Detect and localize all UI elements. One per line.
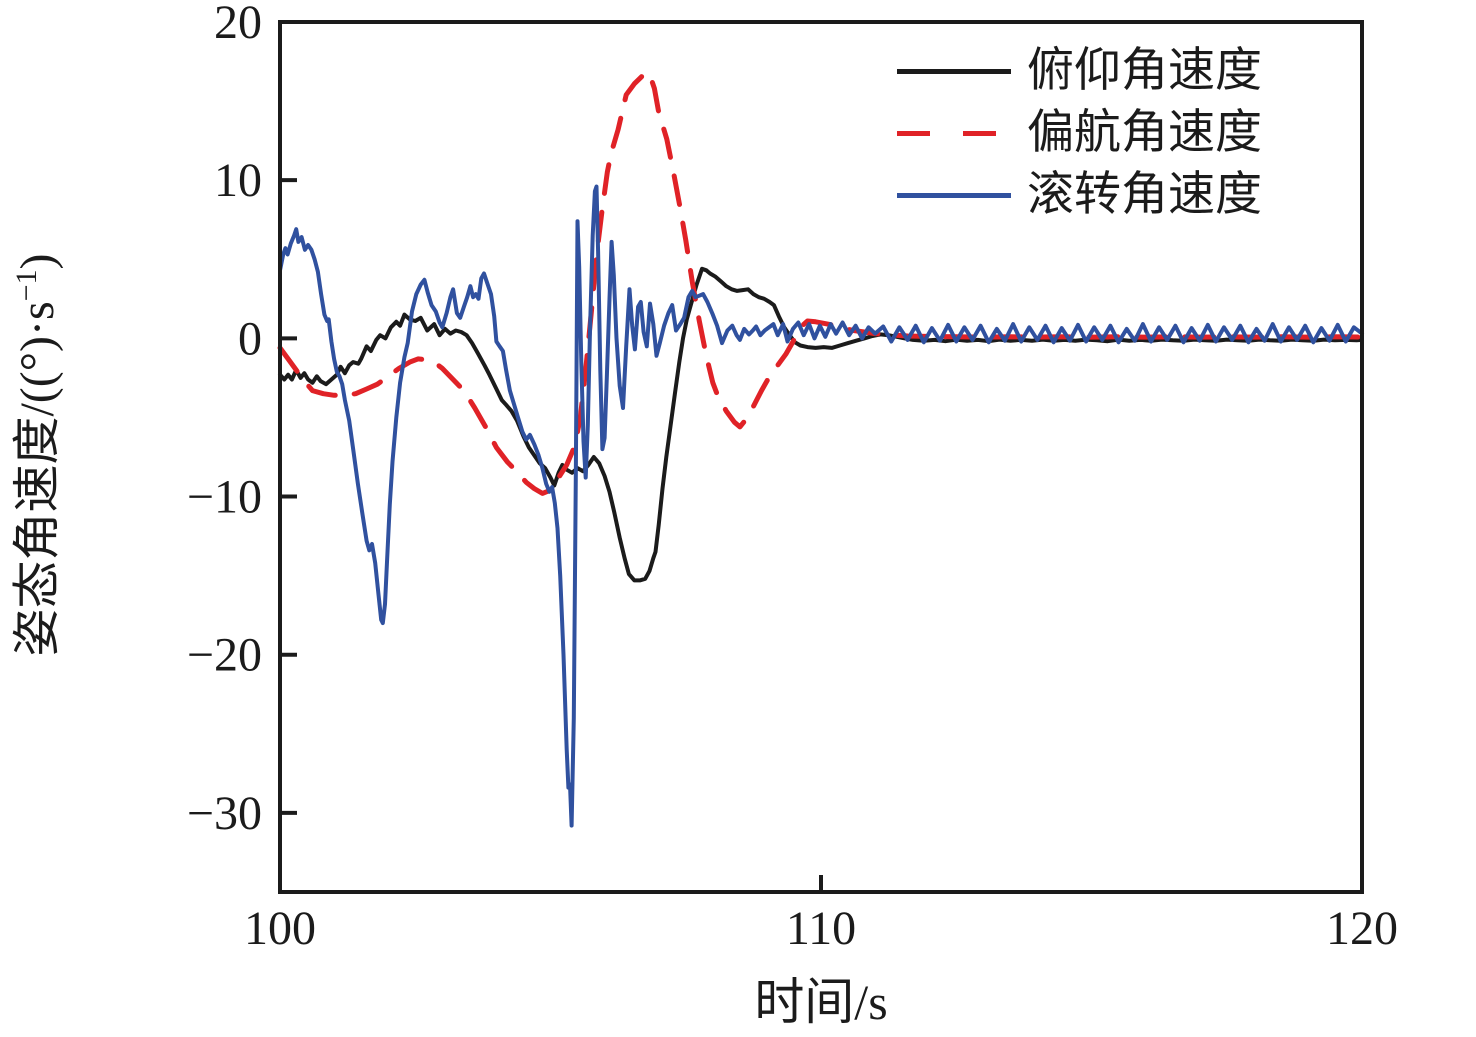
legend: 俯仰角速度 偏航角速度 滚转角速度 [897,40,1262,226]
x-tick-label: 100 [244,902,316,955]
y-tick-label: −10 [187,471,262,524]
y-axis-label: 姿态角速度/((°)·s−1) [0,105,67,805]
series-line-2 [278,184,1364,828]
legend-item-pitch: 俯仰角速度 [897,40,1262,102]
y-axis-label-superscript: −1 [10,269,43,302]
series-line-0 [278,266,1364,583]
y-tick-label: −20 [187,629,262,682]
legend-label-yaw: 偏航角速度 [1027,106,1262,159]
y-tick-label: 10 [214,154,262,207]
legend-item-roll: 滚转角速度 [897,164,1262,226]
roll-line-swatch [897,192,1011,198]
y-tick-label: −30 [187,787,262,840]
y-axis-label-text: 姿态角速度/((°)·s [11,301,64,657]
x-tick-label: 120 [1326,902,1398,955]
y-tick-label: 20 [214,0,262,49]
legend-item-yaw: 偏航角速度 [897,102,1262,164]
y-axis-label-close: ) [11,253,64,270]
series-line-1 [277,70,1365,496]
yaw-line-swatch [897,130,1011,136]
y-tick-label: 0 [238,312,262,365]
x-axis-label: 时间/s [754,974,888,1030]
x-tick-label: 110 [786,902,856,955]
legend-label-pitch: 俯仰角速度 [1027,44,1262,97]
legend-label-roll: 滚转角速度 [1027,168,1262,221]
pitch-line-swatch [897,68,1011,74]
